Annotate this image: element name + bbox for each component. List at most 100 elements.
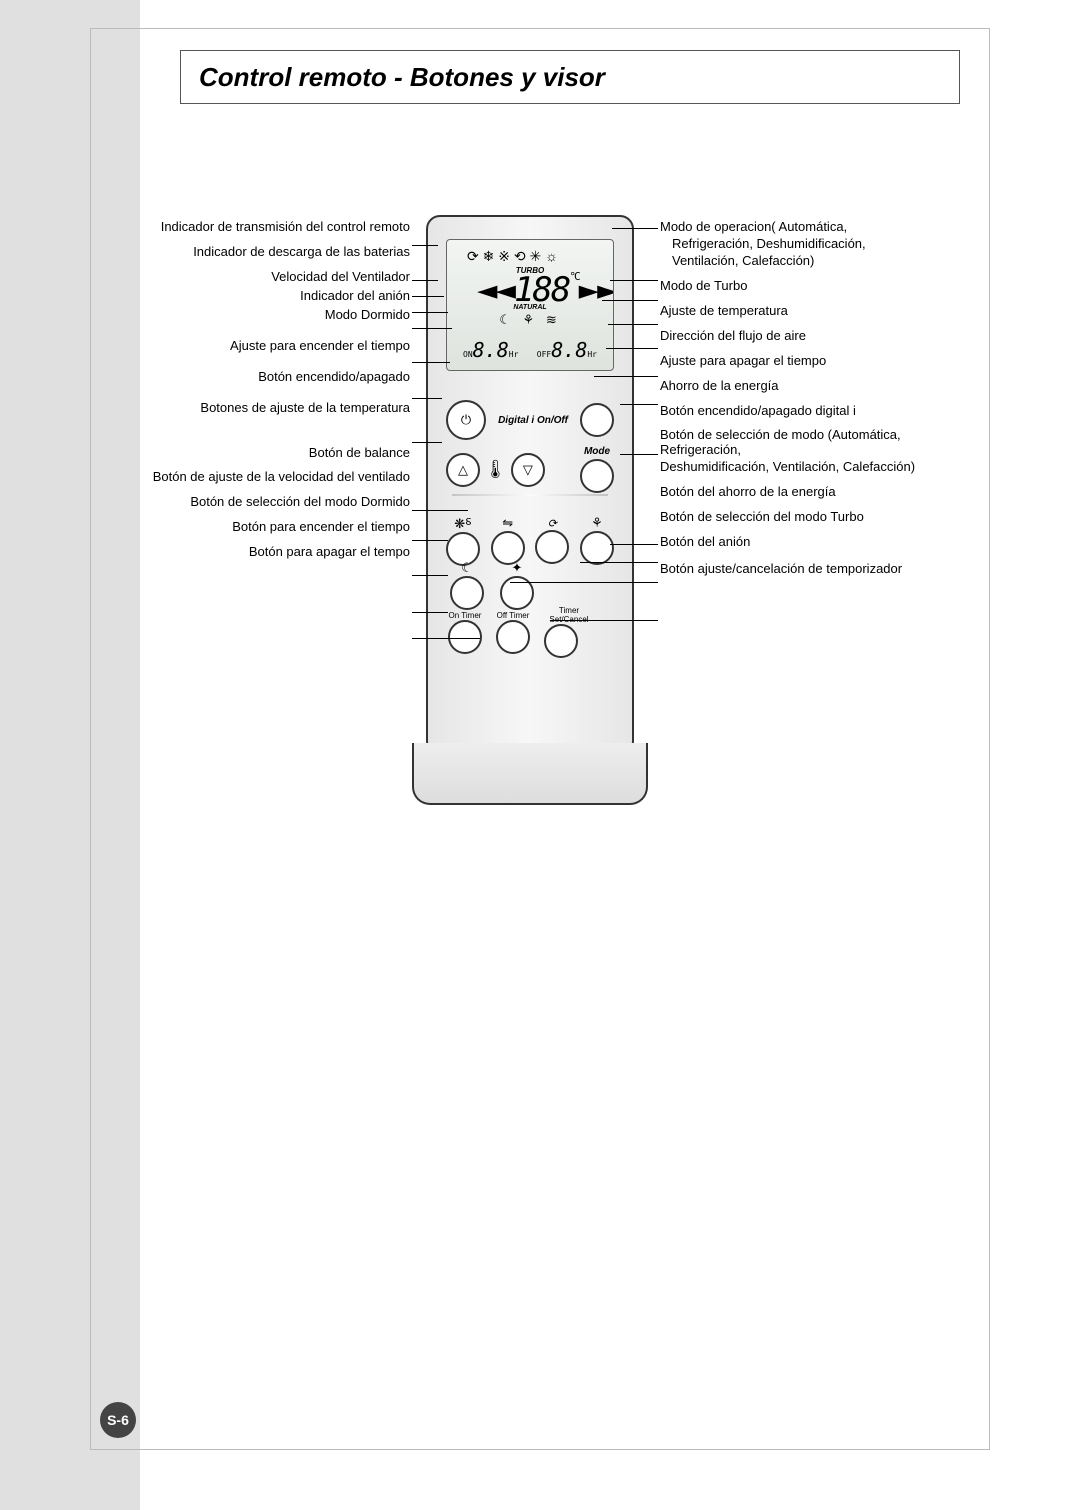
remote-lcd: ⟳ ❄ ※ ⟲ ✳ ☼ ◄◄188°C►► TURBO NATURAL ☾ ⚘ … bbox=[446, 239, 614, 371]
label-timer-set-cancel: Botón ajuste/cancelación de temporizador bbox=[660, 562, 960, 577]
leader-line bbox=[610, 280, 658, 281]
label-on-timer-button: Botón para encender el tiempo bbox=[140, 520, 410, 535]
leader-line bbox=[612, 228, 658, 229]
leader-line bbox=[412, 540, 448, 541]
leader-line bbox=[510, 582, 658, 583]
thermometer-icon: 🌡 bbox=[484, 459, 507, 480]
mode-label: Mode bbox=[580, 446, 614, 457]
temp-down-button[interactable]: ▽ bbox=[511, 453, 545, 487]
label-swing-button: Botón de balance bbox=[140, 446, 410, 461]
set-cancel-label: Timer Set/Cancel bbox=[544, 606, 594, 624]
label-battery-indicator: Indicador de descarga de las baterias bbox=[140, 245, 410, 260]
leader-line bbox=[550, 620, 658, 621]
lcd-natural-label: NATURAL bbox=[447, 304, 613, 311]
lcd-turbo-label: TURBO bbox=[447, 266, 613, 275]
label-airflow-direction: Dirección del flujo de aire bbox=[660, 329, 960, 344]
label-operation-mode: Modo de operacion( Automática, bbox=[660, 220, 960, 235]
off-timer-button[interactable] bbox=[496, 620, 530, 654]
leader-line bbox=[412, 312, 448, 313]
turbo-icon: ⟳ bbox=[535, 517, 569, 530]
label-turbo-mode: Modo de Turbo bbox=[660, 279, 960, 294]
lcd-off-label: OFF bbox=[537, 350, 551, 359]
label-power-button: Botón encendido/apagado bbox=[140, 370, 410, 385]
fan-icon: ❋⸹ bbox=[446, 514, 480, 532]
label-transmission-indicator: Indicador de transmisión del control rem… bbox=[140, 220, 410, 235]
lcd-on-timer: 8.8 bbox=[473, 338, 509, 362]
leader-line bbox=[606, 348, 658, 349]
lcd-off-timer: 8.8 bbox=[551, 338, 587, 362]
label-sleep-button: Botón de selección del modo Dormido bbox=[140, 495, 410, 510]
label-temp-buttons: Botones de ajuste de la temperatura bbox=[140, 401, 410, 416]
remote-base bbox=[412, 743, 648, 805]
digital-onoff-button[interactable] bbox=[580, 403, 614, 437]
timer-set-cancel-button[interactable] bbox=[544, 624, 578, 658]
mode-button[interactable] bbox=[580, 459, 614, 493]
energy-icon: ⚘ bbox=[580, 515, 614, 531]
label-energy-saving: Ahorro de la energía bbox=[660, 379, 960, 394]
label-operation-mode-2: Refrigeración, Deshumidificación, bbox=[660, 237, 960, 252]
anion-icon: ✦ bbox=[500, 560, 534, 576]
leader-line bbox=[412, 362, 450, 363]
panel-split-line bbox=[452, 494, 608, 496]
page-title: Control remoto - Botones y visor bbox=[199, 62, 605, 93]
off-timer-label: Off Timer bbox=[496, 611, 530, 620]
label-on-timer-set: Ajuste para encender el tiempo bbox=[140, 339, 410, 354]
left-label-column: Indicador de transmisión del control rem… bbox=[140, 220, 410, 570]
leader-line bbox=[412, 328, 452, 329]
lcd-on-label: ON bbox=[463, 350, 473, 359]
page-number: S-6 bbox=[107, 1412, 129, 1428]
label-mode-button: Botón de selección de modo (Automática, … bbox=[660, 428, 960, 458]
leader-line bbox=[412, 575, 448, 576]
right-label-column: Modo de operacion( Automática, Refrigera… bbox=[660, 220, 960, 587]
label-fan-button: Botón de ajuste de la velocidad del vent… bbox=[140, 470, 410, 485]
on-timer-label: On Timer bbox=[448, 611, 482, 620]
remote-button-panel: ⏻ Digital i On/Off △ 🌡 ▽ Mode bbox=[446, 382, 614, 733]
manual-page: Control remoto - Botones y visor Indicad… bbox=[0, 0, 1080, 1510]
gray-sidebar bbox=[0, 0, 140, 1510]
sleep-button[interactable] bbox=[450, 576, 484, 610]
power-icon: ⏻ bbox=[461, 412, 471, 428]
label-temp-setting: Ajuste de temperatura bbox=[660, 304, 960, 319]
leader-line bbox=[594, 376, 658, 377]
leader-line bbox=[608, 324, 658, 325]
leader-line bbox=[412, 638, 480, 639]
leader-line bbox=[412, 245, 438, 246]
leader-line bbox=[580, 562, 658, 563]
label-off-timer-button: Botón para apagar el tempo bbox=[140, 545, 410, 560]
leader-line bbox=[412, 612, 448, 613]
power-button[interactable]: ⏻ bbox=[446, 400, 486, 440]
lcd-off-unit: Hr bbox=[587, 350, 597, 359]
leader-line bbox=[412, 442, 442, 443]
label-fan-speed: Velocidad del Ventilador bbox=[140, 270, 410, 285]
page-number-badge: S-6 bbox=[100, 1402, 136, 1438]
down-icon: ▽ bbox=[523, 462, 533, 478]
leader-line bbox=[412, 296, 444, 297]
temp-up-button[interactable]: △ bbox=[446, 453, 480, 487]
leader-line bbox=[620, 404, 658, 405]
lcd-mid-icons: ☾ ⚘ ≋ bbox=[465, 312, 595, 328]
leader-line bbox=[412, 510, 468, 511]
lcd-timer-row: ON8.8Hr OFF8.8Hr bbox=[463, 338, 597, 362]
leader-line bbox=[412, 280, 438, 281]
lcd-on-unit: Hr bbox=[509, 350, 519, 359]
swing-icon: ⇋ bbox=[491, 515, 525, 531]
turbo-button[interactable] bbox=[535, 530, 569, 564]
label-sleep-mode: Modo Dormido bbox=[140, 308, 410, 323]
label-energy-save-button: Botón del ahorro de la energía bbox=[660, 485, 960, 500]
label-anion-indicator: Indicador del anión bbox=[140, 289, 410, 304]
label-mode-button-2: Deshumidificación, Ventilación, Calefacc… bbox=[660, 460, 960, 475]
digital-onoff-label: Digital i On/Off bbox=[498, 415, 568, 426]
label-turbo-button: Botón de selección del modo Turbo bbox=[660, 510, 960, 525]
leader-line bbox=[610, 544, 658, 545]
page-title-box: Control remoto - Botones y visor bbox=[180, 50, 960, 104]
label-operation-mode-3: Ventilación, Calefacción) bbox=[660, 254, 960, 269]
label-digital-onoff-button: Botón encendido/apagado digital i bbox=[660, 404, 960, 419]
leader-line bbox=[602, 300, 658, 301]
label-anion-button: Botón del anión bbox=[660, 535, 960, 550]
sleep-icon: ☾ bbox=[450, 560, 484, 576]
leader-line bbox=[620, 454, 658, 455]
remote-body: ⟳ ❄ ※ ⟲ ✳ ☼ ◄◄188°C►► TURBO NATURAL ☾ ⚘ … bbox=[426, 215, 634, 755]
up-icon: △ bbox=[458, 462, 468, 478]
leader-line bbox=[412, 398, 442, 399]
label-off-timer-setting: Ajuste para apagar el tiempo bbox=[660, 354, 960, 369]
